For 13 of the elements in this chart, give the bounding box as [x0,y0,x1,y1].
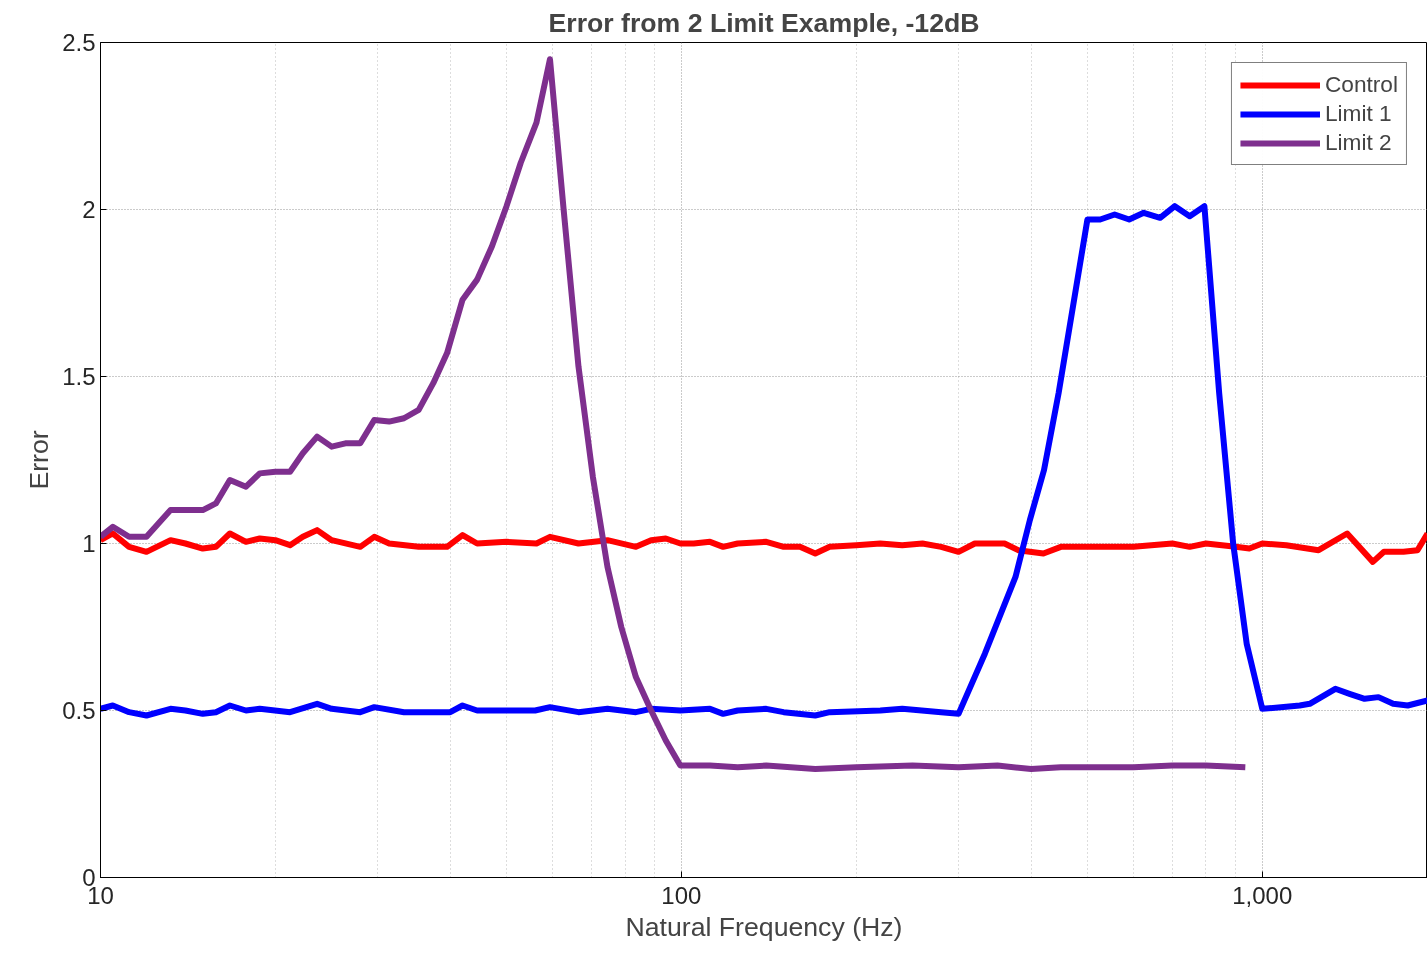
legend-label: Limit 1 [1324,100,1392,127]
x-tick-label: 100 [661,881,702,909]
y-tick-label: 1.5 [62,363,96,390]
y-axis-title: Error [24,430,55,490]
y-tick-label: 2 [82,196,96,223]
y-tick-label: 2.5 [62,29,96,56]
legend-label: Limit 2 [1324,129,1392,156]
y-tick-label: 0.5 [62,697,96,724]
y-tick-label: 1 [82,530,96,557]
chart-title: Error from 2 Limit Example, -12dB [548,7,980,38]
x-tick-label: 1,000 [1232,881,1293,909]
x-axis-title: Natural Frequency (Hz) [625,911,903,942]
legend-label: Control [1324,71,1398,98]
